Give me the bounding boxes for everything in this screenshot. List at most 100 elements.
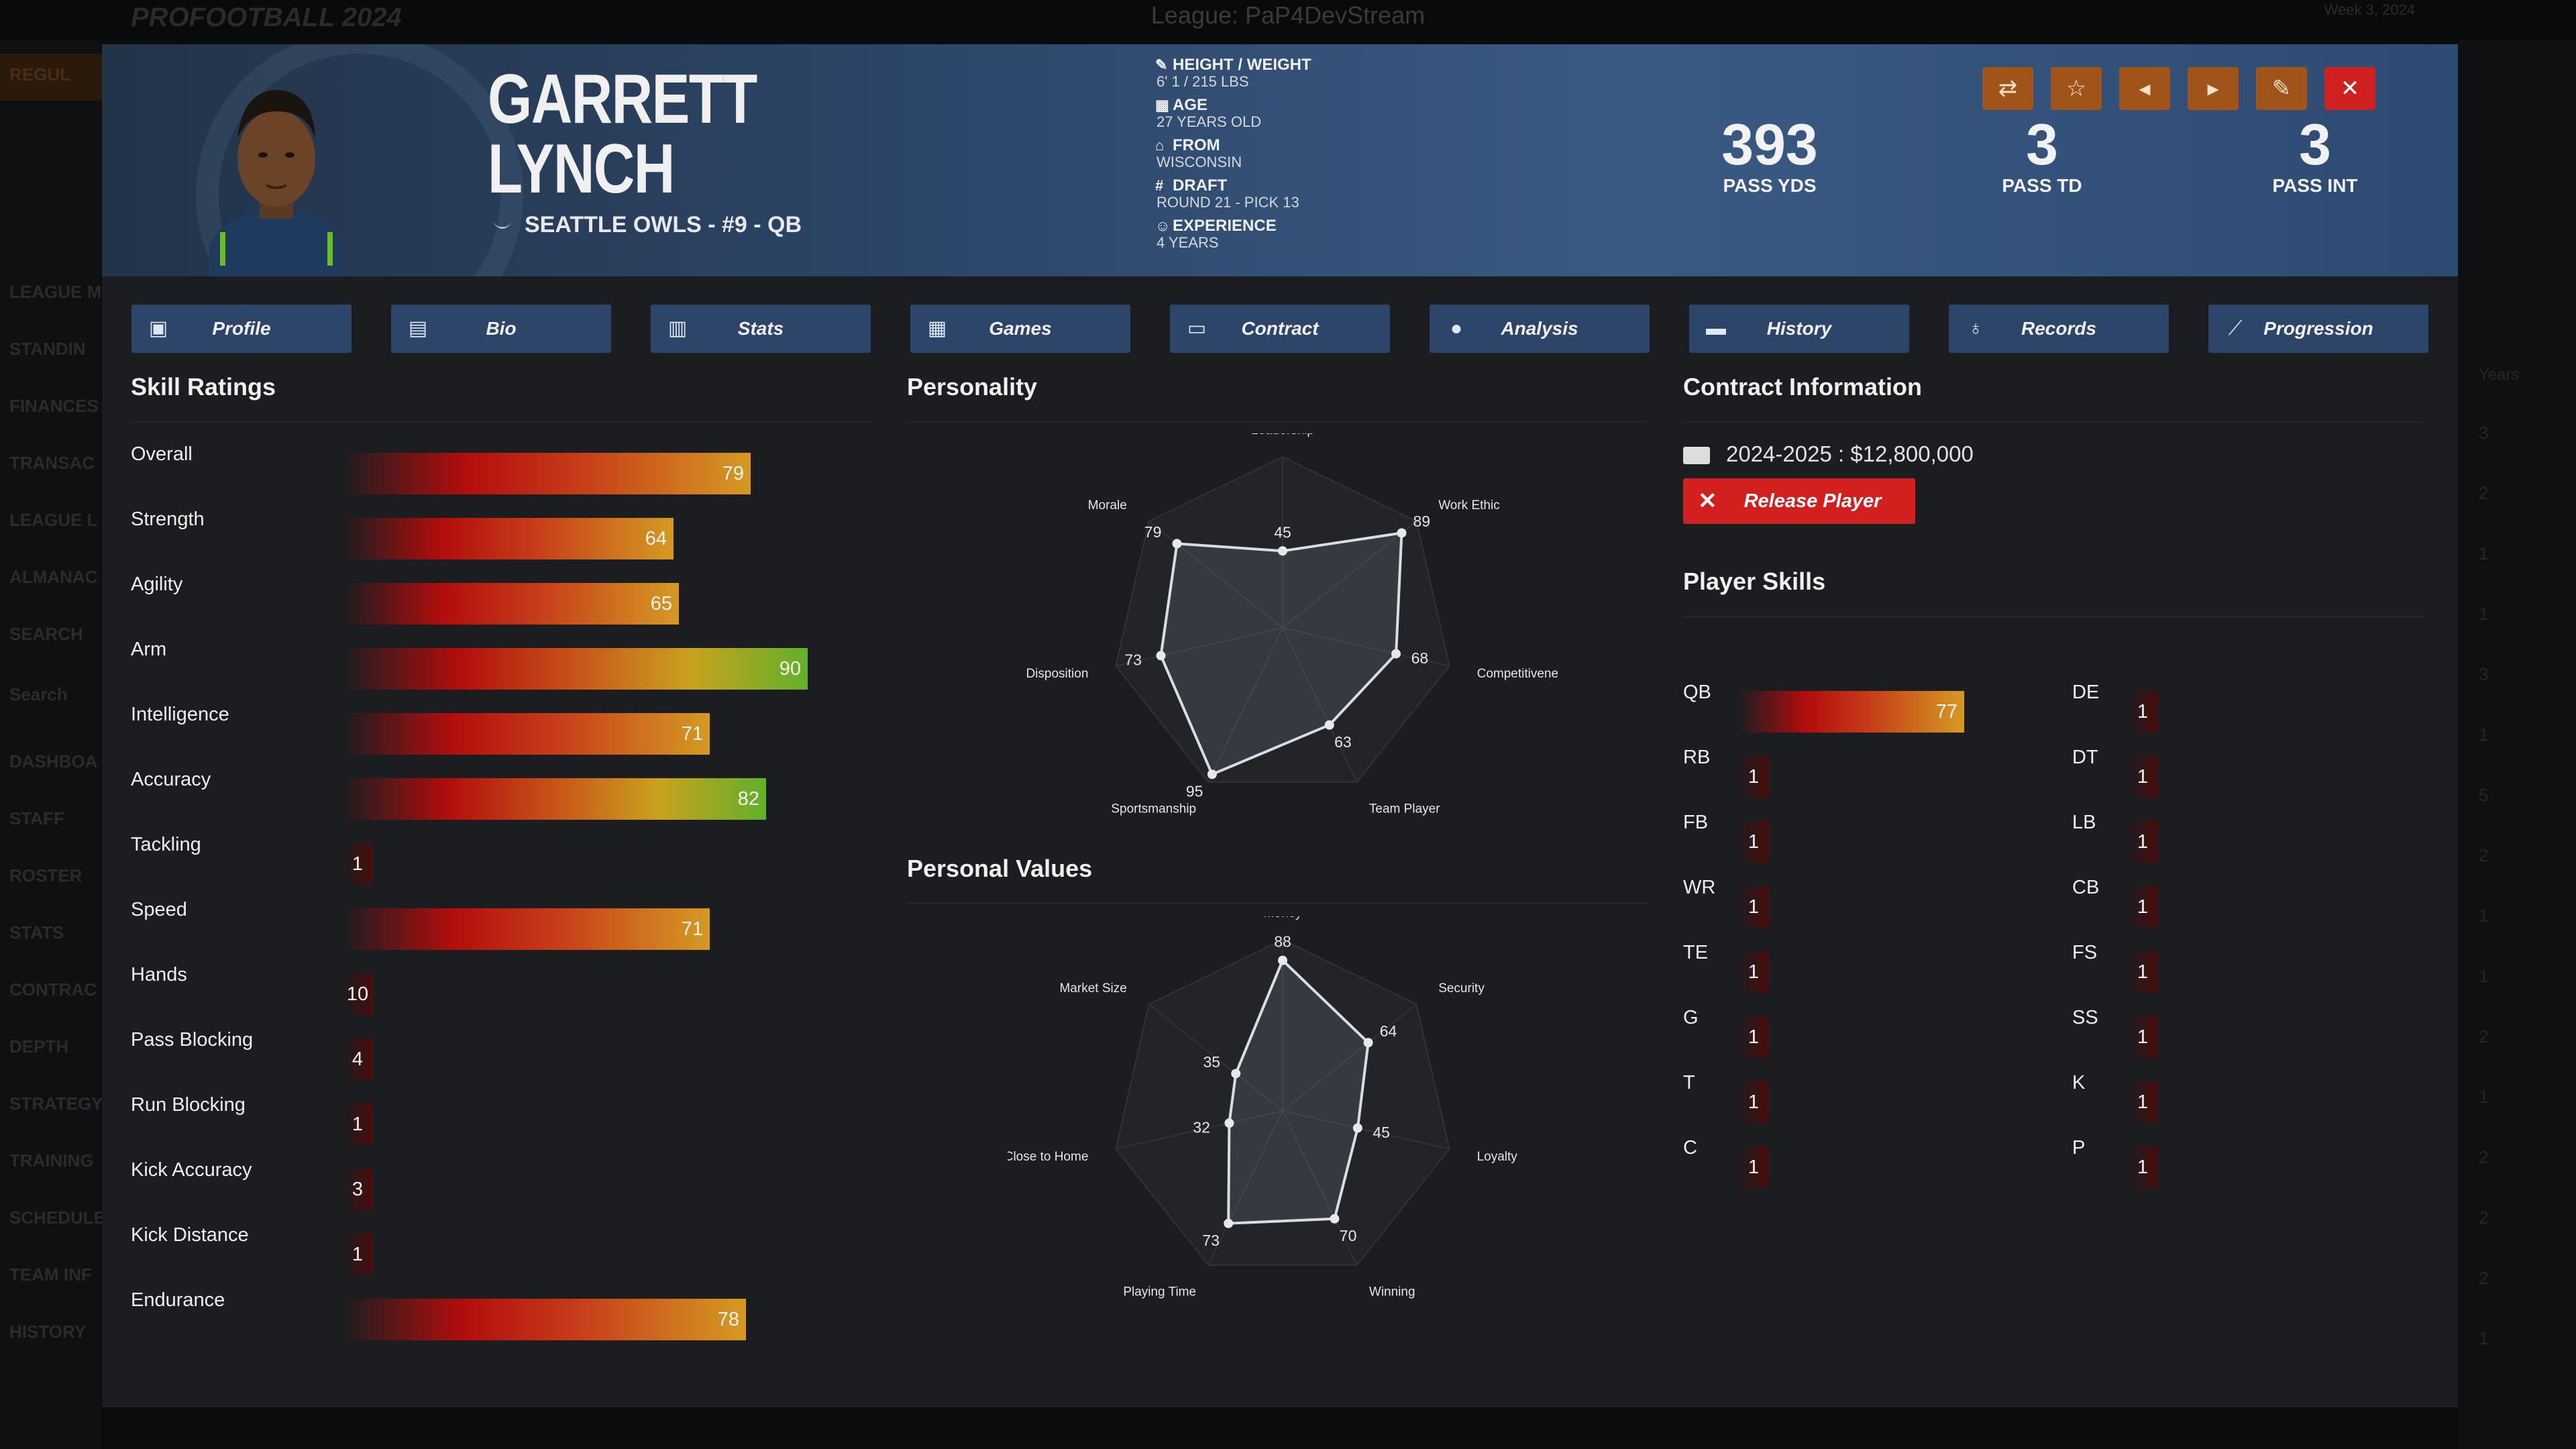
skill-name: Kick Accuracy (131, 1159, 252, 1181)
radar-value-label: 32 (1193, 1118, 1210, 1136)
info-height-weight: ✎ HEIGHT / WEIGHT 6' 1 / 215 LBS (1155, 56, 1311, 90)
previous-player-button[interactable]: ◂ (2119, 67, 2170, 110)
position-label: C (1683, 1137, 1697, 1159)
position-label: DT (2072, 747, 2098, 768)
trade-button[interactable]: ⇄ (1982, 67, 2033, 110)
background-nav-item: STRATEGY (9, 1093, 103, 1114)
background-year-value: 1 (2479, 1087, 2489, 1107)
profile-icon: ▣ (148, 317, 168, 339)
tab-bio[interactable]: ▤ Bio (391, 305, 611, 353)
close-icon: ✕ (2340, 76, 2360, 101)
background-year-value: 2 (2479, 1147, 2489, 1167)
radar-axis-label: Close to Home (1008, 1150, 1088, 1164)
tab-analysis[interactable]: ● Analysis (1430, 305, 1650, 353)
skill-name: Hands (131, 964, 187, 985)
skill-value: 10 (343, 973, 372, 1015)
edit-button[interactable]: ✎ (2256, 67, 2307, 110)
chart-icon: ⟋ (2228, 317, 2243, 339)
position-label: K (2072, 1072, 2086, 1093)
skill-name: Run Blocking (131, 1094, 246, 1116)
skill-row-intelligence: Intelligence 71 (131, 704, 869, 757)
radar-value-label: 68 (1411, 649, 1429, 667)
radar-axis-label: Winning (1369, 1285, 1415, 1299)
skill-bar: 90 (343, 648, 808, 690)
position-label: TE (1683, 942, 1709, 963)
radar-value-label: 45 (1274, 523, 1291, 541)
player-skills-heading: Player Skills (1683, 568, 1826, 595)
radar-spoke (1282, 1004, 1417, 1112)
player-skill-ss: SS 1 (2072, 1007, 2421, 1061)
tab-profile[interactable]: ▣ Profile (131, 305, 352, 353)
position-value: 1 (1739, 1146, 1768, 1188)
position-value: 1 (2128, 691, 2157, 733)
background-year-value: 1 (2479, 604, 2489, 624)
tab-progression[interactable]: ⟋ Progression (2208, 305, 2428, 353)
player-info-list: ✎ HEIGHT / WEIGHT 6' 1 / 215 LBS ▦ AGE 27 YEA… (1155, 56, 1311, 258)
skill-name: Agility (131, 574, 183, 595)
skill-name: Tackling (131, 834, 201, 855)
tab-history[interactable]: ▬ History (1689, 305, 1909, 353)
radar-axis-label: Playing Time (1123, 1285, 1196, 1299)
divider (1683, 616, 2424, 617)
player-header: GARRETT LYNCH SEATTLE OWLS - #9 - QB ✎ HE… (102, 44, 2458, 276)
close-button[interactable]: ✕ (2324, 67, 2375, 110)
skill-value: 82 (737, 788, 759, 810)
background-nav-item: LEAGUE M (9, 282, 102, 302)
background-year-value: 5 (2479, 785, 2489, 805)
skill-row-pass-blocking: Pass Blocking 4 (131, 1029, 869, 1083)
tab-stats[interactable]: ▥ Stats (651, 305, 871, 353)
position-label: RB (1683, 747, 1711, 768)
player-first-name: GARRETT (488, 60, 757, 138)
radar-value-label: 88 (1274, 933, 1291, 951)
next-player-button[interactable]: ▸ (2188, 67, 2239, 110)
position-value: 77 (1935, 701, 1957, 722)
radar-spoke (1282, 521, 1417, 629)
skill-row-agility: Agility 65 (131, 574, 869, 627)
skill-name: Overall (131, 443, 193, 465)
personality-heading: Personality (907, 373, 1038, 400)
release-player-button[interactable]: ✕ Release Player (1683, 478, 1915, 524)
league-title: League: PaP4DevStream (1150, 1, 1426, 29)
skill-value: 64 (645, 528, 667, 549)
skill-name: Kick Distance (131, 1224, 249, 1246)
radar-spoke (1282, 627, 1450, 667)
position-label: CB (2072, 877, 2100, 898)
skill-row-kick-distance: Kick Distance 1 (131, 1224, 869, 1278)
background-nav-item: SCHEDULE (9, 1208, 106, 1228)
week-indicator: Week 3, 2024 (2324, 1, 2415, 18)
radar-axis-label: Team Player (1369, 802, 1440, 816)
radar-spoke (1282, 1110, 1450, 1150)
skill-value: 71 (681, 723, 703, 745)
player-name: GARRETT LYNCH (488, 64, 757, 204)
position-value: 1 (1739, 951, 1768, 993)
position-label: WR (1683, 877, 1716, 898)
skill-bar: 78 (343, 1299, 746, 1340)
background-nav-item: DEPTH (9, 1036, 69, 1057)
divider (1683, 422, 2424, 423)
player-skill-de: DE 1 (2072, 682, 2421, 735)
position-bar: 77 (1739, 691, 1964, 733)
position-value: 1 (1739, 886, 1768, 928)
tab-contract[interactable]: ▭ Contract (1170, 305, 1390, 353)
skill-ratings-heading: Skill Ratings (131, 373, 276, 400)
skill-row-run-blocking: Run Blocking 1 (131, 1094, 869, 1148)
radar-spoke (1148, 1004, 1283, 1112)
skill-row-strength: Strength 64 (131, 508, 869, 562)
favorite-button[interactable]: ☆ (2051, 67, 2102, 110)
skill-row-tackling: Tackling 1 (131, 834, 869, 888)
radar-value-label: 70 (1340, 1227, 1357, 1244)
position-value: 1 (2128, 1081, 2157, 1123)
tab-games[interactable]: ▦ Games (910, 305, 1130, 353)
skill-row-arm: Arm 90 (131, 639, 869, 692)
position-label: G (1683, 1007, 1699, 1028)
radar-spoke (1282, 627, 1358, 783)
player-skill-cb: CB 1 (2072, 877, 2421, 930)
position-value: 1 (2128, 756, 2157, 798)
background-nav-item: STANDIN (9, 339, 86, 359)
player-skill-fs: FS 1 (2072, 942, 2421, 996)
background-years-label: Years (2479, 366, 2520, 384)
radar-point (1352, 1123, 1362, 1133)
tab-records[interactable]: ♁ Records (1949, 305, 2169, 353)
skill-value: 1 (343, 1104, 372, 1145)
